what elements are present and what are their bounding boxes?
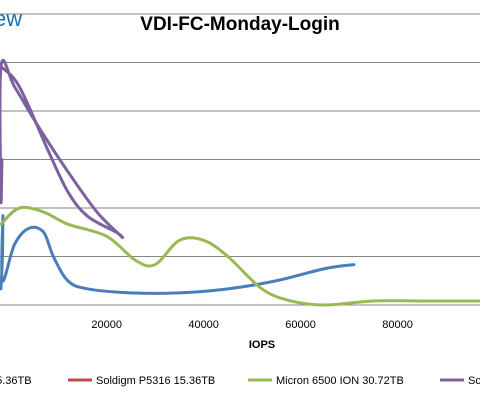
series-lines <box>0 58 480 307</box>
legend-label: Micron 6500 ION 30.72TB <box>276 375 404 387</box>
legend-item: 15.36TB <box>0 375 32 387</box>
x-axis-label: IOPS <box>249 339 275 351</box>
chart-title: VDI-FC-Monday-Login <box>140 14 340 35</box>
logo: ew <box>0 6 23 31</box>
x-tick-label: 80000 <box>382 319 413 331</box>
x-tick-labels: 20000 40000 60000 80000 <box>91 319 413 331</box>
legend-item: Micron 6500 ION 30.72TB <box>248 375 404 387</box>
legend-label: 15.36TB <box>0 375 32 387</box>
legend-label: Sc <box>468 375 480 387</box>
x-tick-label: 20000 <box>91 319 122 331</box>
x-tick-label: 40000 <box>188 319 219 331</box>
series-line-2 <box>0 205 480 307</box>
series-line-0 <box>0 214 356 295</box>
legend-item: Soldigm P5316 15.36TB <box>68 375 215 387</box>
legend-item: Sc <box>440 375 480 387</box>
x-tick-label: 60000 <box>285 319 316 331</box>
series-line-3 <box>0 58 125 240</box>
gridlines <box>0 13 480 306</box>
legend-label: Soldigm P5316 15.36TB <box>96 375 215 387</box>
legend: 15.36TB Soldigm P5316 15.36TB Micron 6500 … <box>0 375 480 387</box>
